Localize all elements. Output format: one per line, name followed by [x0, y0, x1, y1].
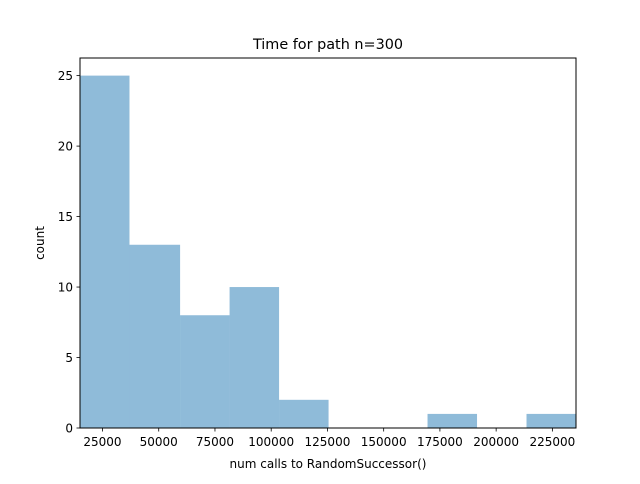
y-tick-label: 20 [58, 140, 73, 154]
histogram-bar-10 [526, 413, 576, 428]
x-tick-label: 100000 [248, 435, 294, 449]
histogram-bar-8 [427, 413, 478, 428]
histogram-bar-5 [279, 399, 329, 428]
y-tick-label: 25 [58, 69, 73, 83]
bars-group [80, 75, 576, 428]
histogram-bar-1 [80, 75, 130, 428]
x-tick-label: 175000 [417, 435, 463, 449]
x-axis-label: num calls to RandomSuccessor() [230, 457, 427, 471]
histogram-bar-4 [229, 287, 280, 428]
y-axis-label: count [33, 226, 47, 260]
y-tick-label: 15 [58, 210, 73, 224]
x-tick-label: 75000 [196, 435, 234, 449]
x-tick-label: 50000 [140, 435, 178, 449]
x-tick-label: 200000 [473, 435, 519, 449]
chart-title: Time for path n=300 [252, 37, 403, 53]
x-tick-label: 150000 [361, 435, 407, 449]
y-tick-label: 0 [65, 422, 73, 436]
histogram-bar-3 [180, 315, 230, 428]
plot-frame [79, 57, 577, 429]
x-tick-label: 25000 [83, 435, 121, 449]
y-tick-label: 10 [58, 281, 73, 295]
x-tick-label: 225000 [529, 435, 575, 449]
x-tick-label: 125000 [305, 435, 351, 449]
x-axis-ticks: 25000 50000 75000 100000 125000 150000 175000 2… [83, 428, 575, 449]
histogram-bar-2 [129, 244, 181, 428]
y-axis-ticks: 0 5 10 15 20 25 [58, 69, 80, 436]
y-tick-label: 5 [65, 351, 73, 365]
